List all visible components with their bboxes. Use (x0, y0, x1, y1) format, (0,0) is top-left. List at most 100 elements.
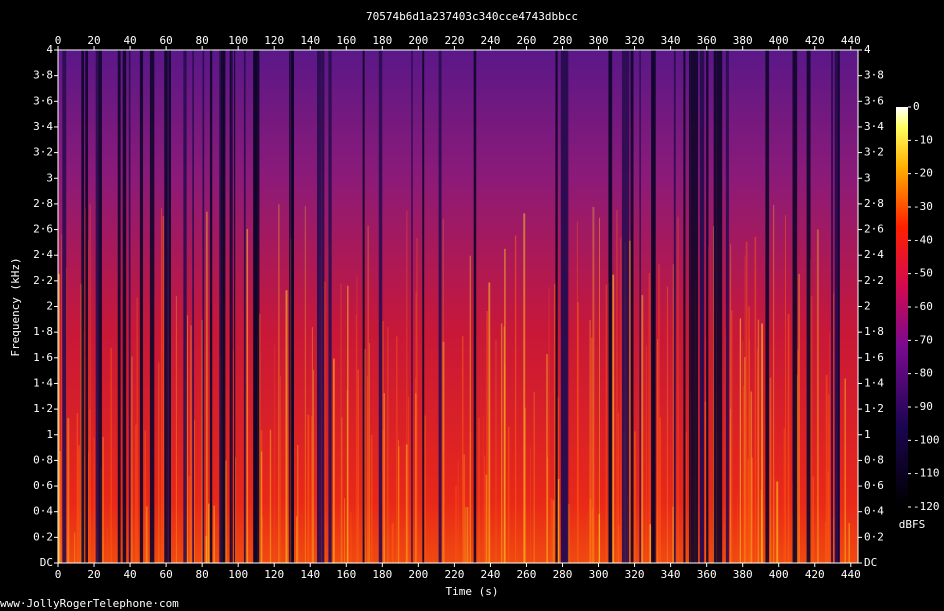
texture-streak (466, 507, 469, 563)
texture-gap (117, 50, 121, 563)
texture-streak (776, 481, 779, 563)
texture-gap (139, 50, 144, 563)
texture-gap (411, 50, 413, 563)
texture-gap (95, 50, 99, 563)
y-tick-label: 1·2 (864, 402, 884, 415)
x-tick-label: 440 (841, 34, 861, 47)
y-tick-label: 1·4 (864, 376, 884, 389)
texture-gap (243, 50, 246, 563)
texture-streak (557, 479, 560, 563)
texture-streak (415, 291, 417, 563)
texture-gap (229, 50, 232, 563)
texture-streak (554, 283, 556, 563)
texture-gap (473, 50, 477, 563)
texture-streak (745, 241, 748, 564)
y-tick-label: 1·6 (33, 351, 53, 364)
y-tick-label: DC (864, 556, 877, 569)
texture-streak (649, 524, 652, 563)
texture-streak (61, 234, 62, 564)
texture-gap (651, 50, 655, 563)
colorbar (896, 107, 908, 507)
texture-streak (333, 358, 335, 563)
y-tick-label: 1·2 (33, 402, 53, 415)
x-tick-label: 360 (697, 34, 717, 47)
texture-streak (608, 282, 609, 563)
texture-streak (612, 274, 615, 563)
texture-streak (739, 318, 742, 563)
texture-streak (645, 344, 647, 563)
y-tick-label: 2·4 (864, 248, 884, 261)
texture-streak (754, 236, 757, 563)
texture-streak (713, 226, 715, 563)
texture-streak (201, 320, 203, 563)
y-tick-label: 0·4 (864, 505, 884, 518)
texture-gap (630, 50, 634, 563)
texture-streak (730, 244, 732, 563)
texture-streak (311, 327, 313, 563)
colorbar-tick-label: -120 (913, 500, 940, 513)
y-tick-label: 3·2 (864, 146, 884, 159)
texture-streak (832, 518, 835, 563)
x-tick-label: 20 (87, 568, 100, 581)
spectrogram-texture (58, 50, 850, 564)
texture-streak (311, 415, 313, 563)
texture-streak (187, 315, 189, 563)
texture-streak (232, 350, 235, 563)
y-tick-label: 2·6 (864, 223, 884, 236)
y-tick-label: 3·4 (864, 120, 884, 133)
texture-streak (307, 414, 310, 563)
texture-streak (550, 498, 553, 563)
x-tick-label: 100 (228, 568, 248, 581)
texture-streak (605, 284, 608, 563)
texture-gap (220, 50, 225, 563)
y-tick-label: 1·8 (864, 325, 884, 338)
x-tick-label: 380 (733, 568, 753, 581)
y-tick-label: 3·4 (33, 120, 53, 133)
texture-streak (67, 418, 70, 563)
colorbar-label: dBFS (899, 518, 926, 531)
texture-gap (316, 50, 319, 563)
x-tick-label: 340 (661, 34, 681, 47)
texture-streak (533, 392, 535, 563)
texture-gap (639, 50, 641, 563)
texture-streak (783, 428, 786, 563)
texture-streak (396, 336, 398, 563)
texture-streak (261, 516, 264, 563)
texture-streak (641, 295, 644, 563)
y-tick-label: 2·6 (33, 223, 53, 236)
y-axis-label: Frequency (kHz) (9, 257, 22, 356)
texture-gap (328, 50, 332, 563)
texture-streak (235, 457, 237, 563)
texture-streak (729, 529, 732, 563)
texture-streak (313, 370, 314, 563)
texture-streak (816, 229, 819, 564)
texture-streak (58, 274, 60, 563)
texture-streak (577, 302, 579, 563)
texture-streak (744, 255, 746, 564)
spectrogram (58, 50, 858, 563)
texture-gap (831, 50, 834, 563)
texture-gap (253, 50, 257, 563)
texture-streak (160, 208, 163, 563)
x-tick-label: 60 (159, 568, 172, 581)
texture-gap (837, 50, 840, 563)
texture-gap (690, 50, 699, 563)
chart-title: 70574b6d1a237403c340cce4743dbbcc (366, 10, 578, 23)
y-tick-label: 0·6 (33, 479, 53, 492)
texture-streak (324, 281, 326, 563)
texture-gap (317, 50, 322, 563)
x-tick-label: 320 (625, 34, 645, 47)
texture-streak (89, 204, 91, 563)
texture-gap (673, 50, 676, 563)
texture-streak (364, 348, 366, 563)
texture-gap (164, 50, 168, 563)
texture-streak (750, 391, 753, 563)
y-tick-label: 1 (46, 428, 53, 441)
texture-gap (621, 50, 630, 563)
texture-streak (65, 267, 68, 563)
texture-streak (407, 396, 409, 563)
y-tick-label: 2 (46, 300, 53, 313)
texture-streak (633, 431, 636, 563)
x-tick-label: 200 (408, 34, 428, 47)
